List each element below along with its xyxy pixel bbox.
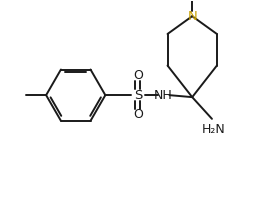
Text: NH: NH	[154, 89, 173, 102]
Text: S: S	[134, 89, 142, 102]
Text: O: O	[133, 69, 143, 82]
Text: N: N	[187, 10, 197, 23]
Text: H₂N: H₂N	[202, 123, 226, 136]
Text: O: O	[133, 108, 143, 121]
